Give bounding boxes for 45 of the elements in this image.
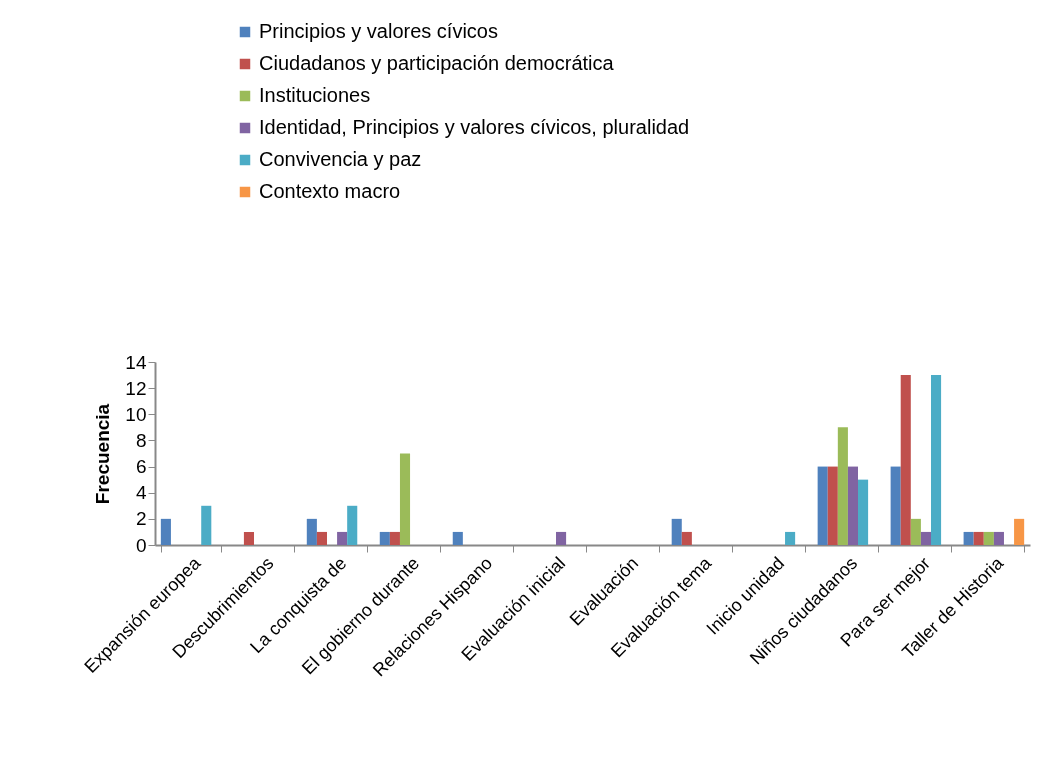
bar xyxy=(827,466,838,545)
bar xyxy=(671,518,682,545)
bar xyxy=(389,531,400,545)
bar xyxy=(920,531,931,545)
bar xyxy=(847,466,859,545)
bar xyxy=(399,453,411,545)
bar xyxy=(306,518,317,545)
legend-label: Identidad, Principios y valores cívicos, pluralidad xyxy=(259,116,690,138)
bar xyxy=(930,375,942,545)
bar xyxy=(900,375,911,545)
bar xyxy=(858,479,869,545)
bar xyxy=(890,466,901,545)
y-axis-title: Frecuencia xyxy=(92,403,114,505)
y-tick-label: 0 xyxy=(135,534,147,556)
bar xyxy=(910,518,921,545)
legend-label: Ciudadanos y participación democrática xyxy=(259,52,615,74)
legend-label: Contexto macro xyxy=(259,180,401,202)
bar xyxy=(379,531,390,545)
legend-label: Convivencia y paz xyxy=(259,148,422,170)
bar xyxy=(837,427,848,545)
legend-label: Instituciones xyxy=(259,84,371,106)
y-tick-label: 14 xyxy=(125,351,147,373)
y-tick-label: 10 xyxy=(125,403,147,425)
bar xyxy=(316,531,327,545)
bar xyxy=(963,531,974,545)
y-tick-label: 6 xyxy=(135,456,147,478)
bar xyxy=(983,531,994,545)
bar xyxy=(201,505,212,545)
bar xyxy=(243,531,255,545)
bar xyxy=(556,531,567,545)
bar xyxy=(817,466,828,545)
bar xyxy=(337,531,348,545)
y-tick-label: 8 xyxy=(135,429,147,451)
bar xyxy=(347,505,358,545)
y-tick-label: 12 xyxy=(125,377,147,399)
bar xyxy=(993,531,1004,545)
bar xyxy=(681,531,692,545)
bar xyxy=(785,531,796,545)
bar xyxy=(1014,518,1025,545)
y-tick-label: 2 xyxy=(135,508,147,530)
legend-label: Principios y valores cívicos xyxy=(259,20,498,42)
y-tick-label: 4 xyxy=(135,482,147,504)
bar xyxy=(973,531,984,545)
bar xyxy=(160,518,171,545)
bar xyxy=(452,531,463,545)
